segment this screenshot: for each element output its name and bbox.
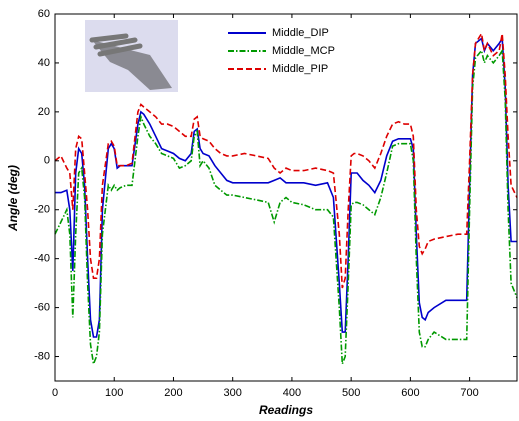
y-tick-label: 40 xyxy=(38,57,50,69)
x-tick-label: 300 xyxy=(224,387,242,399)
data-line xyxy=(55,35,517,338)
x-axis-label: Readings xyxy=(259,403,313,417)
y-tick-label: -80 xyxy=(34,350,50,362)
x-tick-label: 500 xyxy=(342,387,360,399)
y-tick-label: 20 xyxy=(38,106,50,118)
x-tick-label: 400 xyxy=(283,387,301,399)
inset-image xyxy=(85,20,178,92)
y-tick-label: 0 xyxy=(44,155,50,167)
y-tick-label: -40 xyxy=(34,253,50,265)
fingers xyxy=(89,33,143,57)
x-tick-label: 100 xyxy=(105,387,123,399)
legend-label: Middle_PIP xyxy=(272,63,328,75)
x-tick-label: 600 xyxy=(401,387,419,399)
x-tick-label: 700 xyxy=(460,387,478,399)
legend-label: Middle_MCP xyxy=(272,45,335,57)
legend-label: Middle_DIP xyxy=(272,27,329,39)
x-tick-label: 0 xyxy=(52,387,58,399)
x-tick-label: 200 xyxy=(164,387,182,399)
plot-frame xyxy=(54,13,518,382)
y-tick-label: -60 xyxy=(34,302,50,314)
data-line xyxy=(54,48,518,367)
y-axis-label: Angle (deg) xyxy=(6,165,20,232)
y-tick-label: -20 xyxy=(34,204,50,216)
y-tick-label: 60 xyxy=(38,8,50,20)
